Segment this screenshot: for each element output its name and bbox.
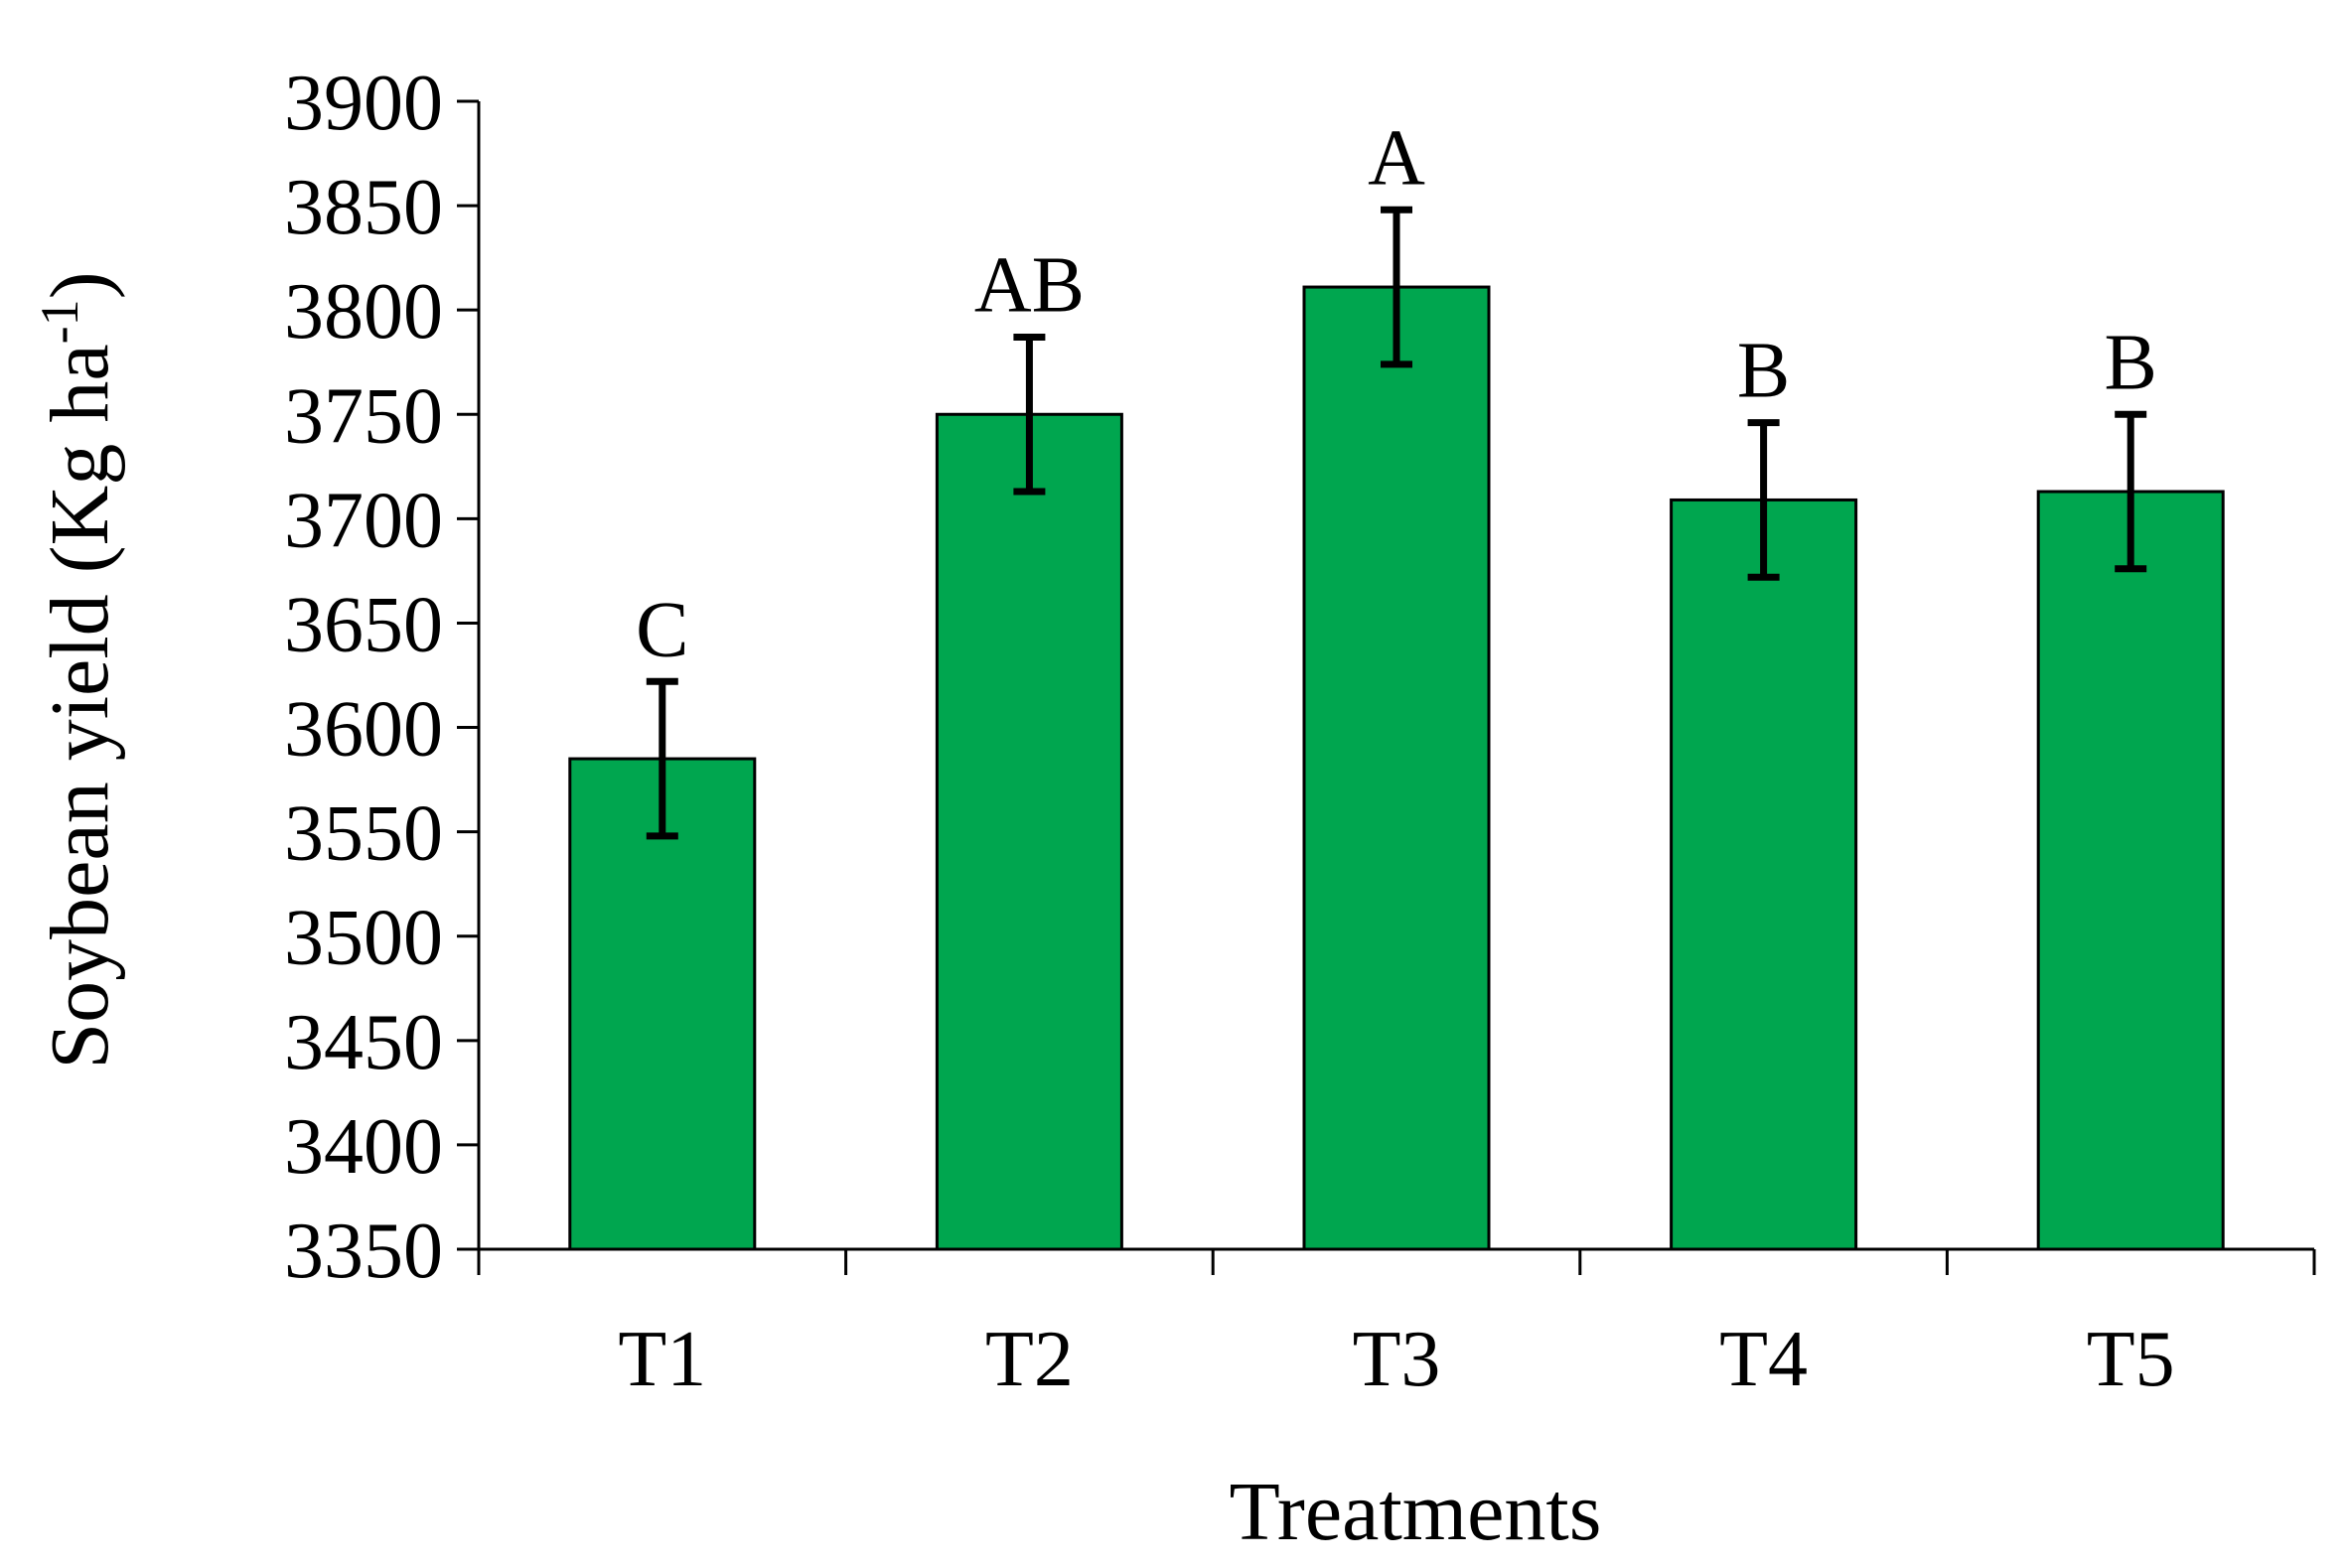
y-tick-label: 3650 (284, 581, 443, 668)
bar-t4 (1670, 498, 1858, 1251)
y-axis-title-close: ) (34, 271, 126, 299)
significance-label-t4: B (1737, 328, 1790, 415)
y-tick-label: 3500 (284, 895, 443, 982)
y-axis-title: Soybean yield (Kg ha-1) (30, 271, 126, 1069)
error-bar-t3 (1381, 206, 1412, 368)
y-tick-label: 3800 (284, 268, 443, 356)
y-axis-title-main: Soybean yield (Kg ha (34, 344, 126, 1069)
bar-t1 (568, 757, 757, 1251)
bar-t2 (935, 412, 1123, 1251)
error-bar-t4 (1747, 419, 1780, 581)
significance-label-t1: C (636, 586, 688, 673)
y-tick-label: 3700 (284, 477, 443, 564)
tick-labels-group: T1 T2 T3 T4 T5 3350 3400 3450 3500 3550 3600 3650 37… (284, 60, 2175, 1403)
bar-t3 (1302, 285, 1491, 1251)
significance-label-t2: AB (974, 242, 1085, 330)
y-tick-label: 3750 (284, 372, 443, 460)
y-tick-label: 3600 (284, 686, 443, 774)
x-tick-label-t4: T4 (1719, 1316, 1808, 1403)
y-tick-label: 3550 (284, 790, 443, 878)
y-axis-title-superscript: -1 (30, 299, 89, 344)
error-bars-group (646, 206, 2147, 840)
y-tick-label: 3900 (284, 60, 443, 147)
y-tick-label: 3400 (284, 1103, 443, 1191)
significance-label-t3: A (1368, 114, 1425, 202)
y-tick-label: 3350 (284, 1208, 443, 1295)
y-tick-label: 3450 (284, 999, 443, 1086)
bars-group (568, 285, 2225, 1251)
x-tick-label-t1: T1 (618, 1316, 706, 1403)
significance-label-t5: B (2105, 319, 2157, 406)
x-tick-label-t2: T2 (985, 1316, 1074, 1403)
bar-t5 (2036, 490, 2225, 1251)
error-bar-t2 (1013, 334, 1046, 496)
x-tick-label-t5: T5 (2087, 1316, 2175, 1403)
error-bar-t5 (2115, 410, 2147, 573)
x-tick-label-t3: T3 (1353, 1316, 1441, 1403)
error-bar-t1 (646, 677, 678, 840)
axes-group (457, 99, 2316, 1275)
y-tick-label: 3850 (284, 164, 443, 251)
x-axis-title: Treatments (1230, 1466, 1602, 1558)
